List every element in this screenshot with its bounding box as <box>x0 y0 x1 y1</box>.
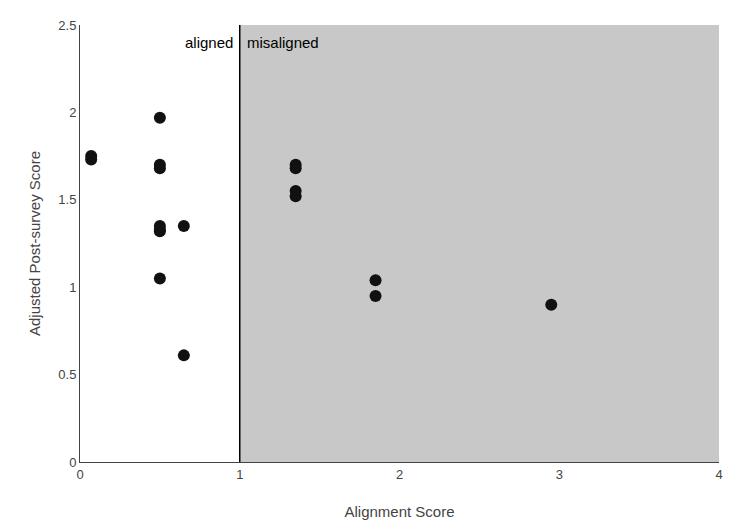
svg-text:1: 1 <box>236 467 243 482</box>
svg-text:4: 4 <box>715 467 722 482</box>
svg-text:1: 1 <box>69 280 76 295</box>
svg-text:aligned: aligned <box>185 34 233 51</box>
svg-text:2: 2 <box>69 105 76 120</box>
svg-text:0: 0 <box>69 455 76 470</box>
svg-text:3: 3 <box>556 467 563 482</box>
svg-text:misaligned: misaligned <box>247 34 319 51</box>
svg-text:2: 2 <box>396 467 403 482</box>
svg-text:0.5: 0.5 <box>58 367 76 382</box>
svg-text:Adjusted Post-survey Score: Adjusted Post-survey Score <box>26 151 43 336</box>
svg-text:Alignment Score: Alignment Score <box>344 503 454 520</box>
svg-text:2.5: 2.5 <box>58 18 76 33</box>
svg-text:0: 0 <box>76 467 83 482</box>
svg-text:1.5: 1.5 <box>58 192 76 207</box>
